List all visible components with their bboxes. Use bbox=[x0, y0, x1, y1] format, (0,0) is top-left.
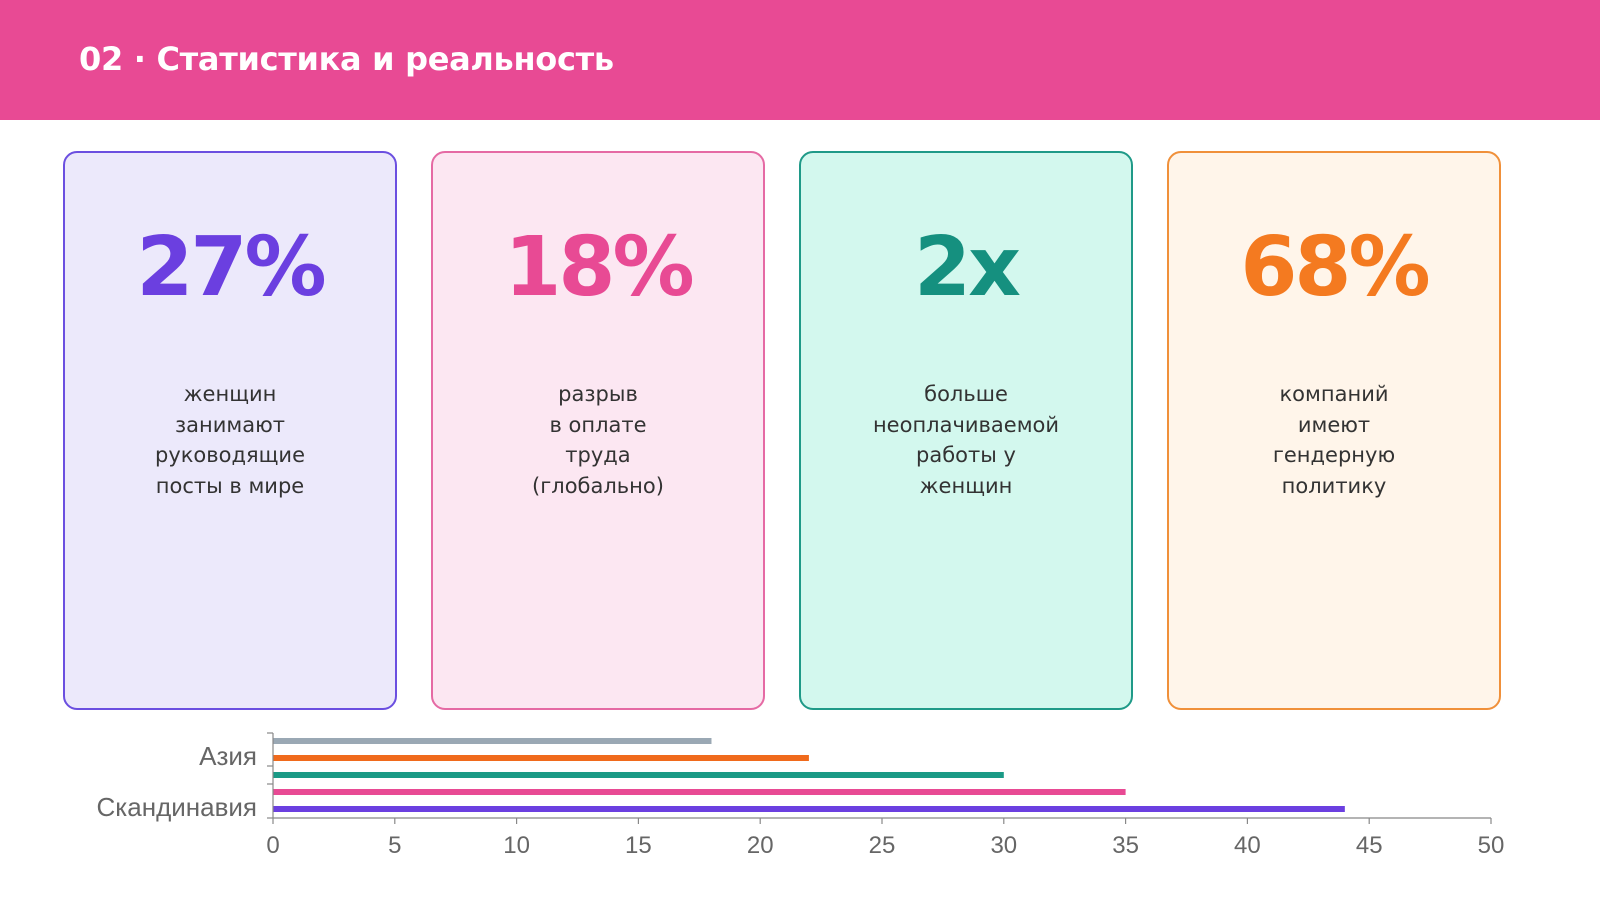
x-tick-label: 45 bbox=[1356, 832, 1383, 859]
stat-description-line: занимают bbox=[174, 412, 286, 437]
stat-description-line: труда bbox=[565, 443, 631, 467]
stat-description-line: разрыв bbox=[558, 382, 638, 406]
stat-description-line: женщин bbox=[183, 382, 277, 406]
x-tick-label: 50 bbox=[1478, 832, 1505, 859]
bar bbox=[273, 772, 1004, 778]
stat-description-line: политику bbox=[1281, 473, 1387, 498]
x-tick-label: 0 bbox=[266, 832, 279, 859]
stat-description-line: больше bbox=[924, 382, 1008, 406]
x-tick-label: 35 bbox=[1112, 832, 1139, 859]
stat-description: разрыв в оплате труда (глобально) bbox=[453, 379, 743, 501]
stat-description-line: неоплачиваемой bbox=[872, 412, 1060, 437]
stat-description-line: в оплате bbox=[549, 412, 647, 437]
stat-description-line: посты в мире bbox=[155, 473, 305, 498]
stat-card: 68% компаний имеют гендерную политику bbox=[1167, 151, 1501, 710]
x-tick-label: 15 bbox=[625, 832, 652, 859]
x-tick-label: 30 bbox=[990, 832, 1017, 859]
x-tick-label: 10 bbox=[503, 832, 530, 859]
stat-description-line: (глобально) bbox=[532, 473, 664, 498]
stat-card: 18% разрыв в оплате труда (глобально) bbox=[431, 151, 765, 710]
stat-description: женщин занимают руководящие посты в мире bbox=[85, 379, 375, 501]
stat-description: компаний имеют гендерную политику bbox=[1189, 379, 1479, 501]
stat-description-line: женщин bbox=[919, 473, 1013, 498]
bar bbox=[273, 755, 809, 761]
x-tick-label: 25 bbox=[869, 832, 896, 859]
stat-description-line: имеют bbox=[1297, 412, 1371, 437]
stat-value: 68% bbox=[1240, 220, 1430, 315]
stat-card: 2x больше неоплачиваемой работы у женщин bbox=[799, 151, 1133, 710]
stat-card: 27% женщин занимают руководящие посты в … bbox=[63, 151, 397, 710]
stat-description: больше неоплачиваемой работы у женщин bbox=[821, 379, 1111, 501]
stat-description-line: руководящие bbox=[154, 443, 305, 467]
page-title: 02 · Статистика и реальность bbox=[79, 40, 614, 78]
y-category-label: Азия bbox=[199, 741, 257, 771]
y-category-label: Скандинавия bbox=[97, 792, 257, 822]
bar bbox=[273, 789, 1126, 795]
stat-description-line: работы у bbox=[916, 443, 1016, 467]
stat-value: 27% bbox=[136, 220, 326, 315]
stat-description-line: компаний bbox=[1279, 382, 1389, 406]
x-tick-label: 40 bbox=[1234, 832, 1261, 859]
stat-description-line: гендерную bbox=[1272, 443, 1396, 467]
stat-value: 18% bbox=[504, 220, 694, 315]
header-bar: 02 · Статистика и реальность bbox=[0, 0, 1600, 120]
bar-chart: 0 5 10 15 20 25 30 35 40 45 50 Скандинавия Азия bbox=[97, 732, 1505, 859]
stat-value: 2x bbox=[914, 220, 1021, 315]
bar bbox=[273, 806, 1345, 812]
bar bbox=[273, 738, 712, 744]
x-tick-label: 20 bbox=[747, 832, 774, 859]
x-tick-label: 5 bbox=[388, 832, 401, 859]
